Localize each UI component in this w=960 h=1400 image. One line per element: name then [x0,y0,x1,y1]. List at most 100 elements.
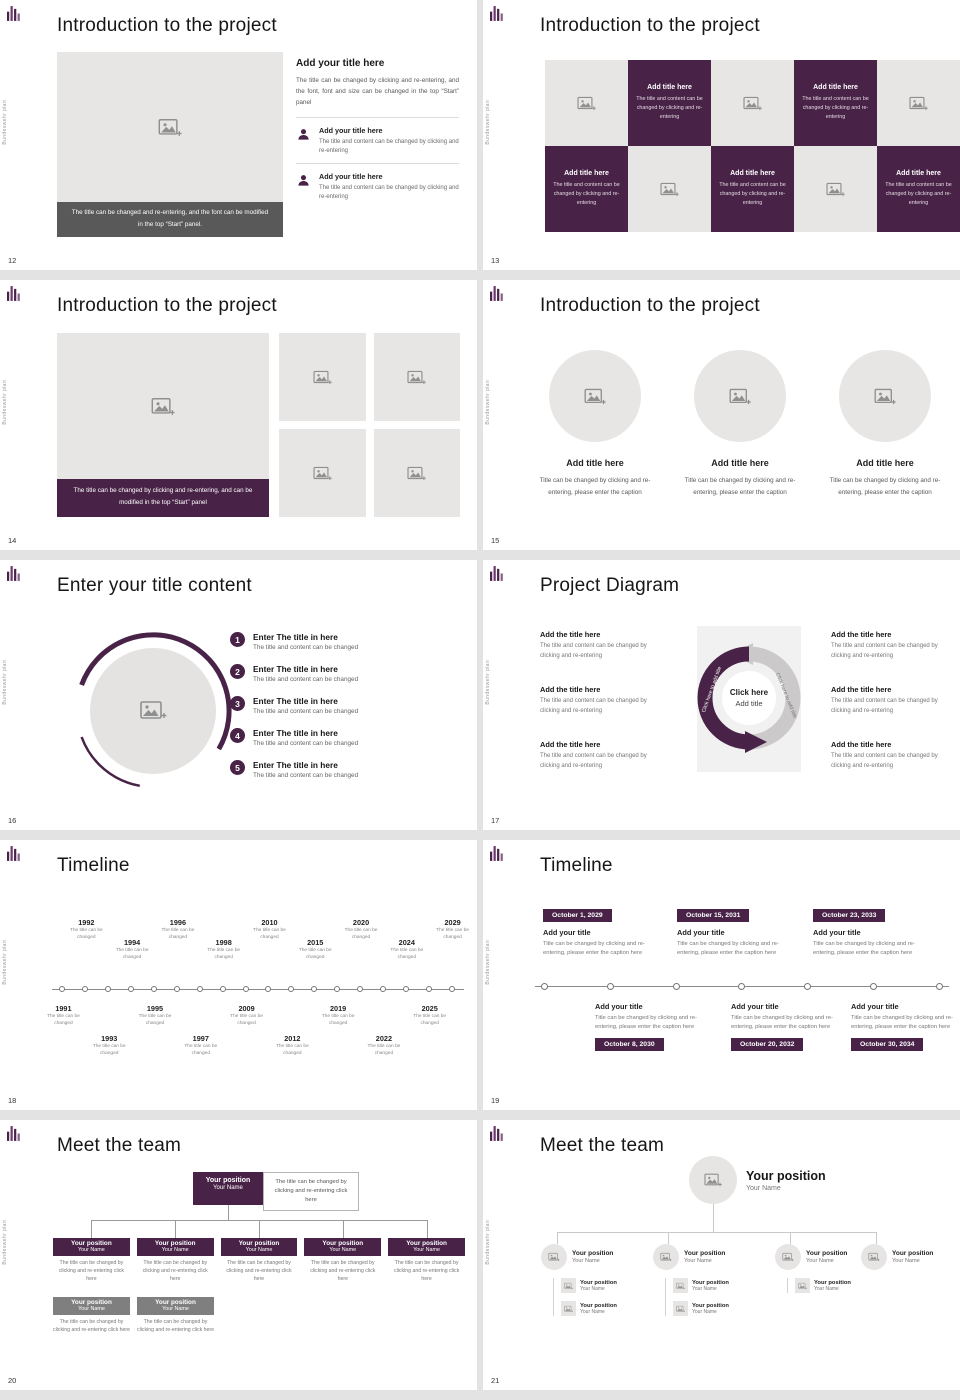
slide-14-thumbnail[interactable]: Bundeswehr plan Introduction to the proj… [0,280,477,550]
cell-title: Add title here [647,84,692,92]
image-placeholder-icon [158,118,182,136]
image-caption: The title can be changed by clicking and… [57,479,269,517]
cell-text: The title and content can be changed by … [885,182,952,206]
timeline-event: 1991 The title can be changed [47,912,80,1082]
image-placeholder[interactable] [57,52,283,202]
sub-name: Your Name [580,1308,605,1315]
slide-21-thumbnail[interactable]: Bundeswehr plan Meet the team 21 Your po… [483,1120,960,1390]
grid-cell[interactable] [877,60,960,146]
grid-cell[interactable]: Add title here The title and content can… [545,146,628,232]
sidebar-vertical-text: Bundeswehr plan [2,380,8,425]
image-placeholder[interactable] [541,1244,567,1270]
slide-16-thumbnail[interactable]: Bundeswehr plan Enter your title content… [0,560,477,830]
member-position: Your position [322,1240,364,1247]
number-badge: 2 [230,664,245,679]
org-root: Your position Your Name [689,1156,826,1204]
slide-title: Project Diagram [540,575,680,596]
image-placeholder[interactable] [689,1156,737,1204]
slide-15-thumbnail[interactable]: Bundeswehr plan Introduction to the proj… [483,280,960,550]
page-number: 14 [8,536,17,545]
image-placeholder-icon [798,1282,807,1289]
branch-row: Your position Your Name [653,1244,759,1270]
member-position: Your position [71,1299,112,1306]
image-placeholder[interactable] [673,1301,688,1316]
member-caption: The title can be changed by clicking and… [142,1260,208,1282]
image-placeholder[interactable] [861,1244,887,1270]
page-number: 20 [8,1376,17,1385]
image-placeholder[interactable] [279,333,366,421]
timeline-caption: The title can be changed [161,928,195,940]
member-position: Your position [155,1299,196,1306]
branch-texts: Your position Your Name [572,1250,613,1264]
circle-column: Add title here Title can be changed by c… [533,350,657,498]
grid-cell[interactable]: Add title here The title and content can… [794,60,877,146]
member-box: Your position Your Name [220,1238,298,1256]
feature-text: The title and content can be changed by … [319,138,459,154]
grid-cell[interactable]: Add title here The title and content can… [711,146,794,232]
slide-18-thumbnail[interactable]: Bundeswehr plan Timeline 18 1991 The tit… [0,840,477,1110]
timeline-year: 2029 [444,918,461,927]
sidebar-vertical-text: Bundeswehr plan [2,660,8,705]
diagram-item: Add the title here The title and content… [540,740,654,771]
grid-cell[interactable] [794,146,877,232]
slide-19-thumbnail[interactable]: Bundeswehr plan Timeline 19 October 1, 2… [483,840,960,1110]
item-title: Enter The title in here [253,728,338,738]
branch-name: Your Name [572,1258,600,1264]
timeline-caption: The title can be changed [230,1014,263,1026]
diagram-item: Add the title here The title and content… [831,685,943,716]
item-text: The title and content can be changed by … [831,753,938,769]
timeline-year: 2019 [330,1004,347,1013]
image-placeholder[interactable] [694,350,786,442]
image-placeholder[interactable] [561,1278,576,1293]
image-placeholder[interactable] [373,429,460,517]
image-placeholder-icon [548,1252,560,1262]
image-placeholder[interactable] [839,350,931,442]
grid-cell[interactable]: Add title here The title and content can… [628,60,711,146]
timeline-label: 1997 The title can be changed [178,1034,224,1058]
image-placeholder-icon [874,388,896,404]
timeline-label: 2024 The title can be changed [384,938,430,962]
sub-member: Your position Your Name [795,1278,881,1293]
page-number: 15 [491,536,500,545]
org-branch: Your position Your Name Your position Yo… [775,1244,881,1293]
timeline-dot [105,986,112,992]
timeline-caption: The title can be changed [184,1044,218,1056]
grid-cell[interactable] [711,60,794,146]
image-placeholder[interactable] [57,333,269,479]
slide-17-thumbnail[interactable]: Bundeswehr plan Project Diagram 17 Add t… [483,560,960,830]
timeline-caption: The title can be changed [390,948,424,960]
member-box: Your position Your Name [388,1238,465,1256]
timeline-event-group: October 23, 2033 Add your title Title ca… [813,904,929,959]
grid-cell[interactable] [545,60,628,146]
item-text: The title and content can be changed by … [831,643,938,659]
org-member: Your position Your Name The title can be… [304,1238,382,1283]
image-placeholder[interactable] [373,333,460,421]
slide-12-thumbnail[interactable]: Bundeswehr plan Introduction to the proj… [0,0,477,270]
slide-20-thumbnail[interactable]: Bundeswehr plan Meet the team 20 Your po… [0,1120,477,1390]
timeline-event: 1992 The title can be changed [70,912,103,1082]
timeline-dot [672,983,680,990]
sub-member: Your position Your Name [561,1278,647,1293]
sub-name: Your Name [580,1285,605,1292]
numbered-item: 3 Enter The title in here The title and … [230,696,462,715]
timeline-dot [288,986,295,992]
image-placeholder[interactable] [549,350,641,442]
timeline-event-group: October 1, 2029 Add your title Title can… [543,904,659,959]
image-placeholder[interactable] [561,1301,576,1316]
image-placeholder[interactable] [795,1278,810,1293]
image-placeholder[interactable] [775,1244,801,1270]
member-box: Your position Your Name [136,1238,214,1256]
image-placeholder-icon [826,182,845,196]
image-placeholder[interactable] [673,1278,688,1293]
grid-cell[interactable] [628,146,711,232]
image-placeholder[interactable] [279,429,366,517]
connector-line [175,1220,176,1238]
connector-line [259,1220,260,1238]
image-placeholder[interactable] [653,1244,679,1270]
sidebar-vertical-text: Bundeswehr plan [485,940,491,985]
image-placeholder-icon [564,1305,573,1312]
item-title: Enter The title in here [253,696,338,706]
slide-13-thumbnail[interactable]: Bundeswehr plan Introduction to the proj… [483,0,960,270]
org-member: Your position Your Name The title can be… [136,1238,214,1283]
grid-cell[interactable]: Add title here The title and content can… [877,146,960,232]
